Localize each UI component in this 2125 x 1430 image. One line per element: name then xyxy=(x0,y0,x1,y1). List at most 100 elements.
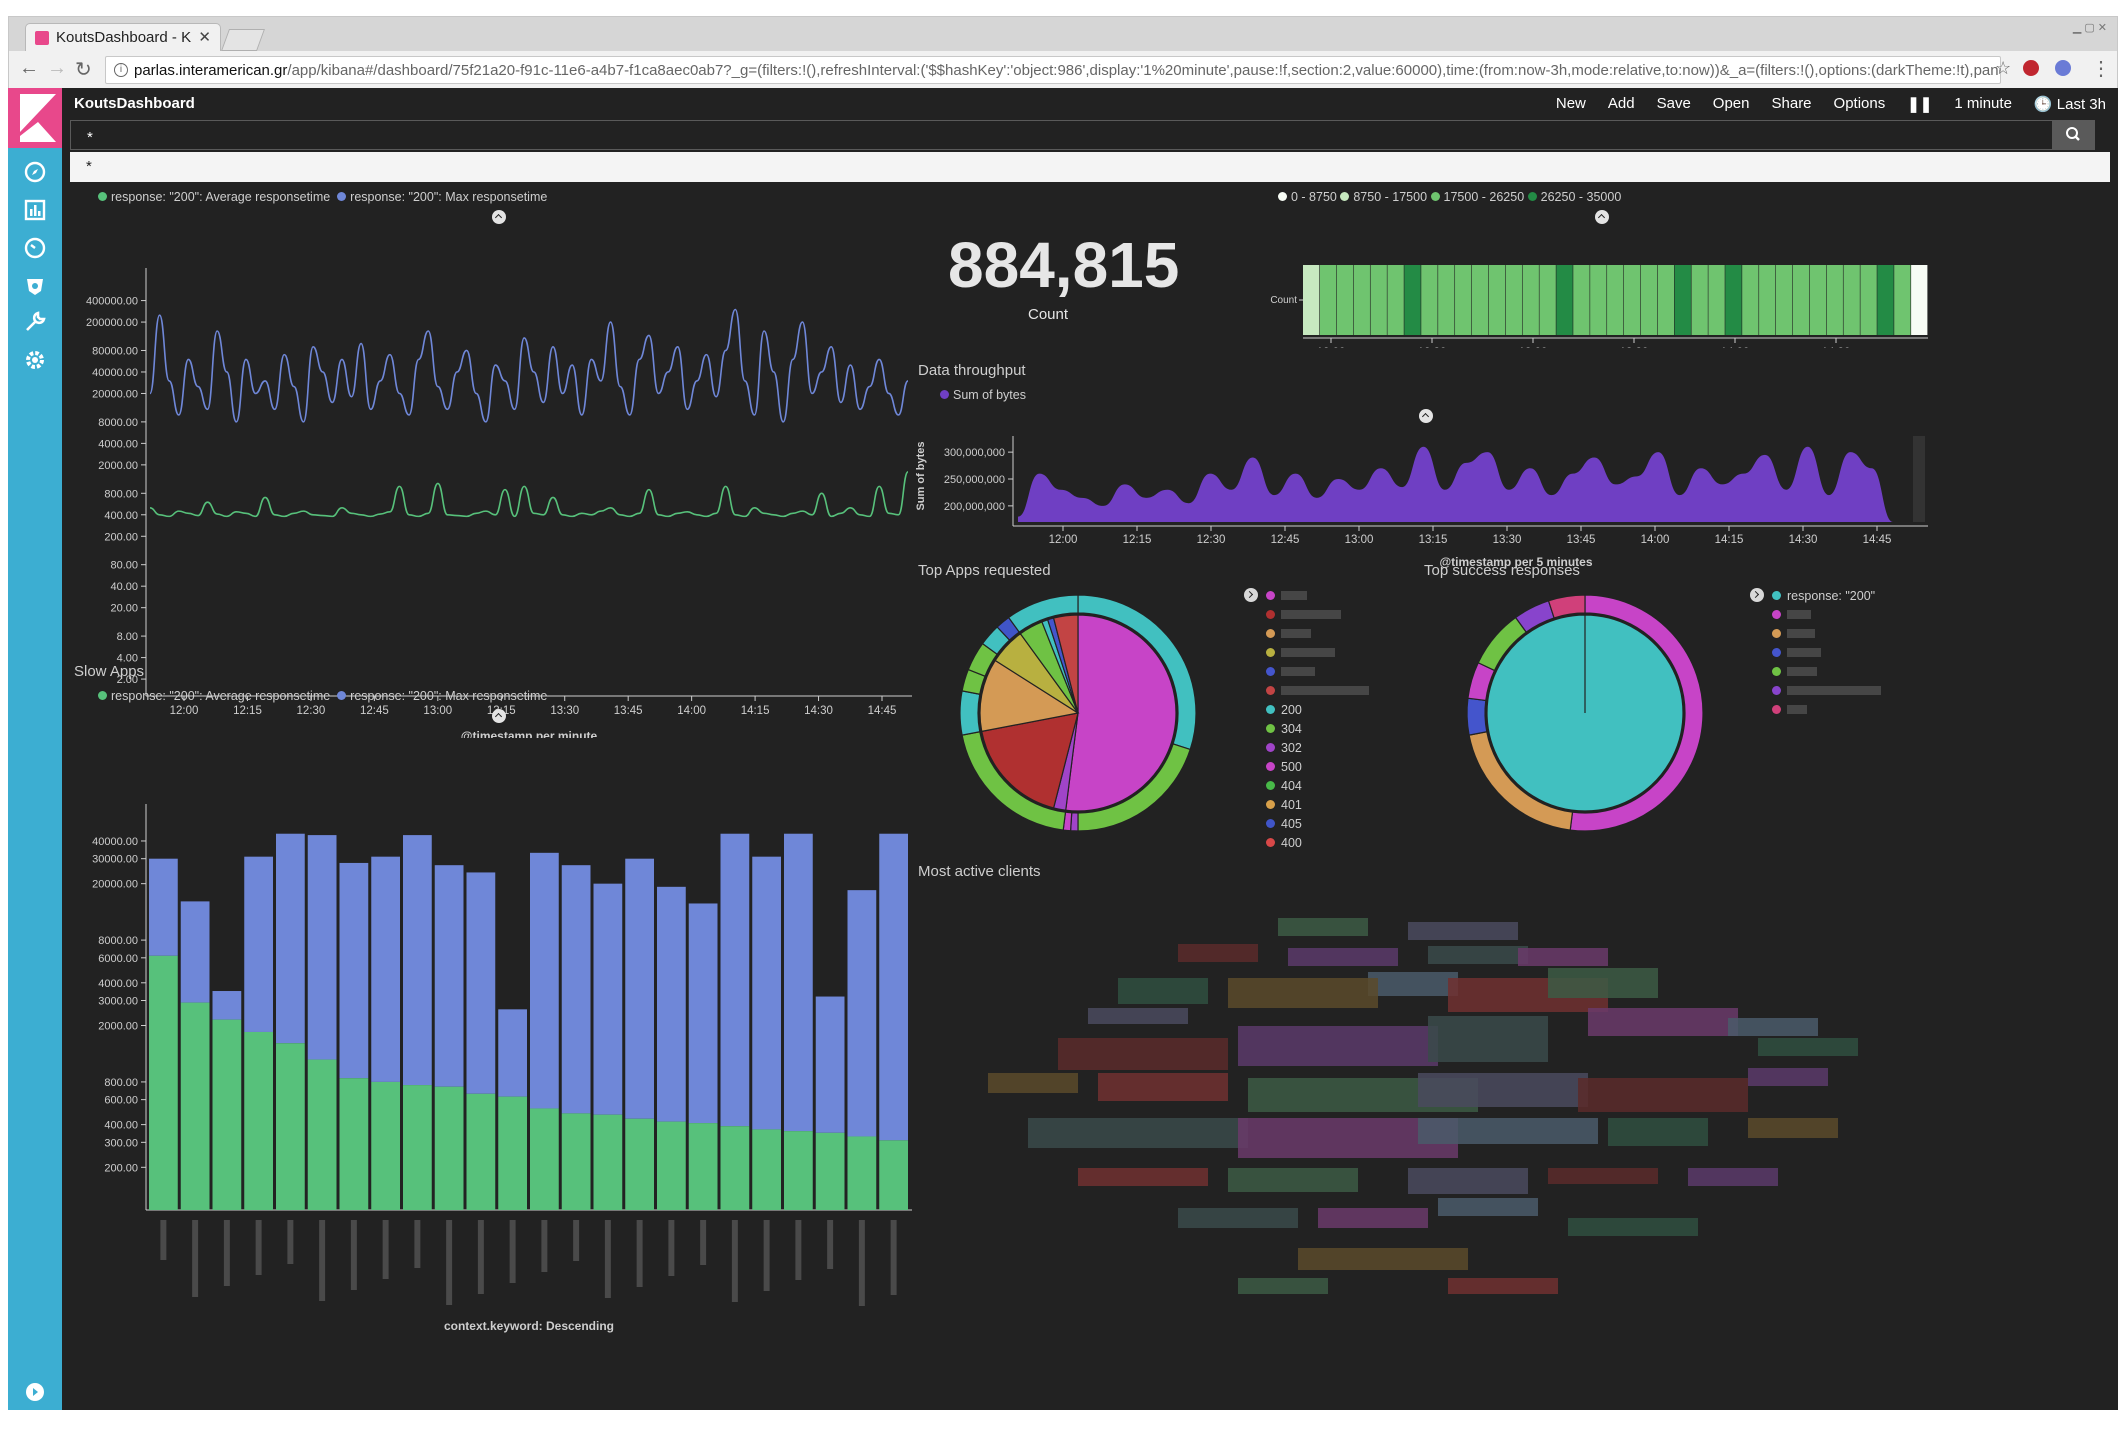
legend-row[interactable]: 304 xyxy=(1244,720,1369,739)
back-arrow-icon[interactable]: ← xyxy=(19,57,39,79)
legend-row[interactable] xyxy=(1244,644,1369,663)
menu-share[interactable]: Share xyxy=(1771,95,1812,112)
visualize-icon[interactable] xyxy=(23,198,47,222)
refresh-interval[interactable]: 1 minute xyxy=(1954,95,2012,112)
legend-dot-icon xyxy=(1266,648,1275,657)
time-picker[interactable]: 🕒 Last 3h xyxy=(2034,95,2106,113)
bar-chart-legend: response: "200": Average responsetime re… xyxy=(98,689,547,703)
legend-item-avg[interactable]: response: "200": Average responsetime xyxy=(98,190,330,204)
throughput-legend: Sum of bytes xyxy=(940,388,1026,402)
legend-item-max[interactable]: response: "200": Max responsetime xyxy=(337,689,547,703)
legend-label: 0 - 8750 xyxy=(1291,190,1337,204)
legend-row[interactable] xyxy=(1244,663,1369,682)
menu-open[interactable]: Open xyxy=(1712,95,1750,112)
heatmap-cell xyxy=(1911,265,1928,335)
legend-item[interactable]: 17500 - 26250 xyxy=(1430,190,1524,204)
bar-avg xyxy=(752,1129,781,1210)
management-icon[interactable] xyxy=(23,348,47,372)
legend-row[interactable]: 400 xyxy=(1244,834,1369,853)
legend-toggle-icon[interactable] xyxy=(1750,588,1764,602)
menu-save[interactable]: Save xyxy=(1656,95,1691,112)
redacted-client-tag xyxy=(1278,918,1368,936)
y-tick-label: 300,000,000 xyxy=(944,447,1005,459)
discover-icon[interactable] xyxy=(23,160,47,184)
dashboard-icon[interactable] xyxy=(23,236,47,260)
pause-icon[interactable]: ❚❚ xyxy=(1907,96,1933,113)
legend-row[interactable] xyxy=(1244,625,1369,644)
query-suggestion[interactable]: * xyxy=(70,152,2110,182)
collapse-legend-icon[interactable] xyxy=(1419,409,1433,423)
bookmark-star-icon[interactable]: ☆ xyxy=(1995,58,2012,78)
y-tick-label: 2.00 xyxy=(117,674,138,686)
legend-row[interactable] xyxy=(1750,663,1881,682)
heatmap-cell xyxy=(1691,265,1708,335)
dev-tools-icon[interactable] xyxy=(23,310,47,334)
redacted-label xyxy=(1787,610,1811,619)
count-metric-label: Count xyxy=(1027,306,1069,323)
ublock-extension-icon[interactable] xyxy=(2023,60,2039,76)
redacted-client-tag xyxy=(1408,1168,1528,1194)
legend-row[interactable] xyxy=(1750,644,1881,663)
legend-row[interactable] xyxy=(1750,701,1881,720)
reload-icon[interactable]: ↻ xyxy=(75,59,92,81)
legend-row[interactable] xyxy=(1244,682,1369,701)
data-throughput-area-chart: Sum of bytes 300,000,000 250,000,000 200,00… xyxy=(915,436,1928,569)
y-tick-label: 400000.00 xyxy=(86,296,138,308)
timelion-icon[interactable] xyxy=(23,274,47,298)
bar-max xyxy=(434,865,464,1087)
kibana-logo[interactable] xyxy=(8,88,62,148)
redacted-client-tag xyxy=(1058,1038,1228,1070)
legend-item[interactable]: 26250 - 35000 xyxy=(1527,190,1621,204)
legend-item[interactable]: 8750 - 17500 xyxy=(1340,190,1427,204)
collapse-legend-icon[interactable] xyxy=(492,709,506,723)
legend-dot-icon xyxy=(1266,838,1275,847)
slow-apps-bar-chart: 40000.00 30000.00 20000.00 8000.00 6000.00 40… xyxy=(92,804,912,1333)
collapse-legend-icon[interactable] xyxy=(492,210,506,224)
legend-row[interactable]: 500 xyxy=(1244,758,1369,777)
heatmap-cell xyxy=(1488,265,1506,335)
y-tick-label: 2000.00 xyxy=(98,1020,138,1032)
legend-item[interactable]: 0 - 8750 xyxy=(1278,190,1337,204)
collapse-sidebar-icon[interactable] xyxy=(23,1380,47,1404)
bar-avg xyxy=(466,1093,496,1210)
legend-item-avg[interactable]: response: "200": Average responsetime xyxy=(98,689,330,703)
legend-row[interactable]: 405 xyxy=(1244,815,1369,834)
legend-row[interactable]: 302 xyxy=(1244,739,1369,758)
legend-item-max[interactable]: response: "200": Max responsetime xyxy=(337,190,547,204)
browser-tab[interactable]: KoutsDashboard - K ✕ xyxy=(25,23,221,51)
menu-options[interactable]: Options xyxy=(1833,95,1886,112)
heatmap-cell xyxy=(1657,265,1675,335)
legend-row[interactable]: response: "200" xyxy=(1750,587,1881,606)
legend-row[interactable]: 401 xyxy=(1244,796,1369,815)
menu-add[interactable]: Add xyxy=(1607,95,1635,112)
legend-row[interactable] xyxy=(1244,606,1369,625)
extension-icon[interactable] xyxy=(2055,60,2071,76)
legend-row[interactable] xyxy=(1750,682,1881,701)
bar-max xyxy=(466,872,496,1094)
browser-menu-icon[interactable]: ⋮ xyxy=(2091,58,2111,80)
forward-arrow-icon[interactable]: → xyxy=(47,57,67,79)
bar-avg xyxy=(371,1081,400,1210)
menu-new[interactable]: New xyxy=(1555,95,1586,112)
x-tick-label: 12:00 xyxy=(1317,347,1346,348)
legend-label: 200 xyxy=(1281,703,1302,717)
legend-row[interactable]: 404 xyxy=(1244,777,1369,796)
close-tab-icon[interactable]: ✕ xyxy=(198,29,211,46)
legend-row[interactable]: 200 xyxy=(1244,701,1369,720)
search-button[interactable] xyxy=(2053,120,2095,150)
address-bar[interactable]: i parlas.interamerican.gr/app/kibana#/da… xyxy=(105,56,2001,84)
redacted-client-tag xyxy=(1448,1278,1558,1294)
legend-item[interactable]: Sum of bytes xyxy=(940,388,1026,402)
new-tab-button[interactable] xyxy=(220,29,266,51)
slow-apps-title: Slow Apps xyxy=(74,663,145,680)
time-range: Last 3h xyxy=(2056,96,2106,113)
legend-row[interactable] xyxy=(1750,625,1881,644)
legend-row[interactable] xyxy=(1750,606,1881,625)
collapse-legend-icon[interactable] xyxy=(1595,210,1609,224)
site-info-icon[interactable]: i xyxy=(114,63,128,77)
legend-row[interactable] xyxy=(1244,587,1369,606)
legend-toggle-icon[interactable] xyxy=(1244,588,1258,602)
query-input[interactable] xyxy=(70,120,2053,150)
window-controls[interactable]: ▁ ▢ ✕ xyxy=(2072,22,2107,34)
heatmap-cell xyxy=(1640,265,1658,335)
